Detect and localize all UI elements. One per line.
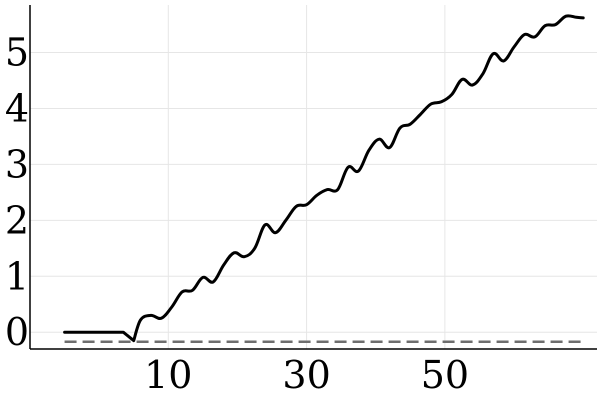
series-group	[63, 14, 585, 343]
y-tick-label: 2	[5, 198, 29, 242]
tick-labels: 10 30 50 0 1 2 3 4 5	[5, 31, 469, 397]
x-tick-label: 10	[144, 353, 192, 397]
x-tick-label: 30	[282, 353, 330, 397]
grid	[30, 5, 597, 349]
y-tick-label: 5	[5, 31, 29, 75]
x-tick-label: 50	[421, 353, 469, 397]
axes	[29, 5, 597, 350]
y-tick-label: 3	[5, 142, 29, 186]
y-tick-label: 0	[5, 310, 29, 354]
series-line-signal	[63, 14, 585, 343]
y-tick-label: 4	[5, 86, 29, 130]
y-tick-label: 1	[5, 254, 29, 298]
